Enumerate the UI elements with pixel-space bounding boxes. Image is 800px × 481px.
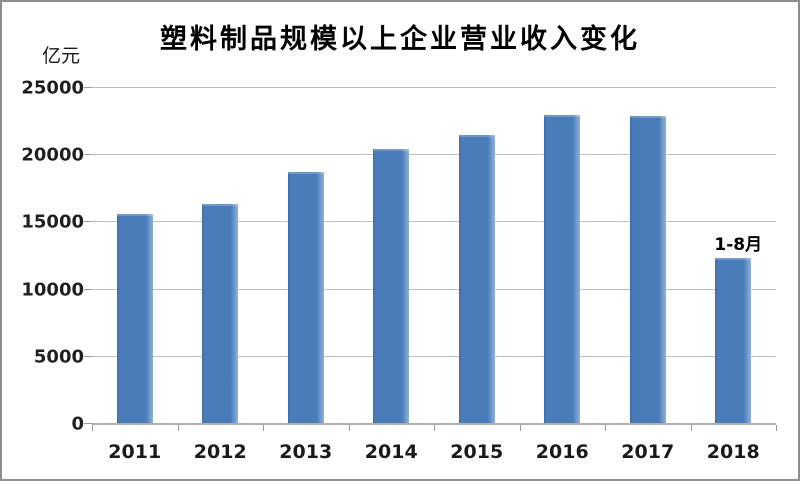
gridline bbox=[92, 154, 776, 156]
bar-2012 bbox=[202, 203, 239, 423]
x-axis-label: 2017 bbox=[621, 441, 675, 463]
x-axis-tick bbox=[263, 425, 264, 431]
y-axis-tick bbox=[84, 87, 92, 88]
bar-2016 bbox=[544, 114, 581, 423]
chart-title: 塑料制品规模以上企业营业收入变化 bbox=[160, 24, 640, 55]
x-axis-tick bbox=[92, 425, 93, 431]
gridline bbox=[92, 355, 776, 357]
x-axis-label: 2016 bbox=[535, 441, 589, 463]
y-axis-tick bbox=[84, 288, 92, 290]
x-axis-label: 2015 bbox=[450, 441, 504, 463]
y-axis-unit-label: 亿元 bbox=[42, 45, 81, 67]
x-axis-label: 2012 bbox=[193, 441, 247, 463]
bar-2017 bbox=[629, 116, 666, 423]
bar-2015 bbox=[458, 134, 495, 423]
bar-2011 bbox=[116, 214, 153, 423]
y-axis-label: 15000 bbox=[21, 211, 84, 233]
y-axis-label: 5000 bbox=[33, 346, 84, 368]
x-axis-tick bbox=[605, 425, 606, 431]
x-axis-tick bbox=[434, 425, 435, 431]
y-axis-label: 10000 bbox=[21, 279, 84, 301]
x-axis-tick bbox=[690, 425, 692, 431]
x-axis-tick bbox=[348, 425, 350, 431]
annotation-label: 1-8月 bbox=[714, 234, 763, 255]
y-axis-tick bbox=[84, 221, 92, 223]
y-axis-label: 20000 bbox=[21, 144, 84, 166]
y-axis-tick bbox=[84, 154, 92, 156]
x-axis-tick bbox=[519, 425, 521, 431]
y-axis-label: 0 bbox=[71, 413, 84, 435]
y-axis-tick bbox=[84, 423, 92, 424]
x-axis-tick bbox=[177, 425, 179, 431]
x-axis-label: 2018 bbox=[706, 441, 760, 463]
plot-area: 1-8月 bbox=[92, 87, 776, 425]
x-axis-label: 2013 bbox=[279, 441, 333, 463]
bar-2014 bbox=[373, 148, 410, 423]
gridline bbox=[92, 221, 776, 223]
gridline bbox=[92, 288, 776, 290]
bar-2013 bbox=[287, 171, 324, 423]
y-axis-label: 25000 bbox=[21, 77, 84, 99]
x-axis-label: 2014 bbox=[364, 441, 418, 463]
bar-2018 bbox=[715, 257, 752, 423]
x-axis-label: 2011 bbox=[108, 441, 162, 463]
gridline bbox=[92, 87, 776, 88]
y-axis-tick bbox=[84, 355, 92, 357]
x-axis-tick bbox=[776, 425, 777, 431]
